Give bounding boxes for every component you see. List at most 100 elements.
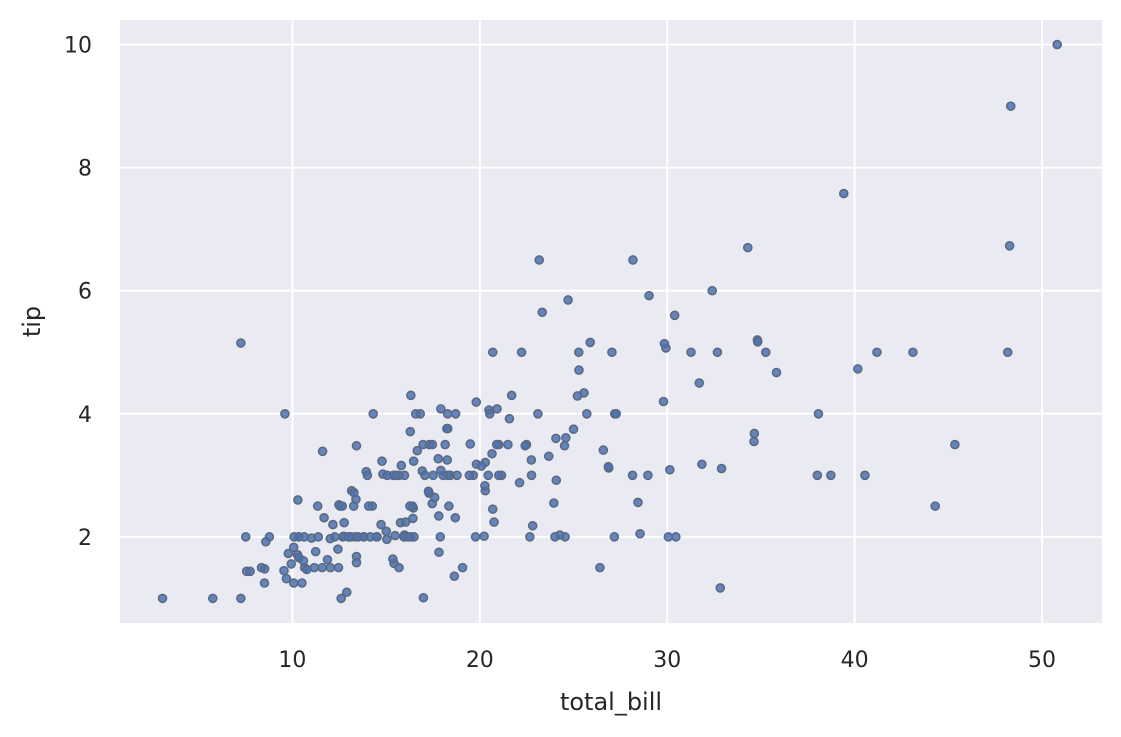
data-point — [382, 534, 392, 545]
x-tick-label: 30 — [653, 648, 681, 673]
data-point — [504, 413, 515, 424]
x-axis-label: total_bill — [560, 688, 662, 716]
data-point — [236, 593, 246, 604]
data-point — [391, 470, 401, 481]
data-point — [749, 428, 760, 439]
data-point — [288, 542, 299, 553]
data-point — [390, 530, 400, 541]
data-point — [480, 480, 490, 491]
data-point — [716, 463, 727, 474]
data-point — [317, 562, 328, 573]
data-point — [442, 408, 453, 419]
data-point — [408, 513, 418, 524]
data-point — [551, 475, 562, 486]
data-point — [420, 470, 430, 481]
data-point — [585, 337, 595, 348]
data-point — [464, 470, 475, 481]
watermark-text: 知乎 @pythonic生物人 — [752, 673, 1039, 704]
y-tick-label: 10 — [64, 34, 92, 59]
x-tick-label: 40 — [841, 648, 869, 673]
data-point — [476, 461, 487, 471]
data-point — [872, 347, 882, 358]
data-point — [157, 593, 168, 604]
data-point — [686, 347, 696, 358]
data-point — [669, 310, 680, 321]
data-point — [436, 465, 446, 476]
data-point — [697, 459, 707, 470]
data-point — [465, 439, 476, 449]
data-point — [526, 470, 537, 481]
data-points — [157, 39, 1063, 604]
data-point — [568, 424, 579, 434]
data-point — [283, 548, 294, 559]
data-point — [549, 498, 559, 508]
data-point — [433, 453, 444, 464]
data-point — [603, 461, 614, 472]
x-tick-label: 20 — [466, 648, 494, 673]
data-point — [363, 501, 374, 511]
y-tick-label: 4 — [78, 403, 92, 428]
data-point — [325, 562, 336, 573]
data-point — [400, 517, 411, 527]
data-point — [245, 566, 255, 577]
data-point — [715, 583, 726, 593]
data-point — [449, 571, 460, 582]
data-point — [595, 562, 605, 573]
data-point — [381, 526, 392, 537]
data-point — [333, 562, 344, 573]
data-point — [434, 547, 444, 558]
data-point — [440, 439, 450, 450]
data-point — [322, 554, 333, 565]
data-point — [442, 423, 452, 434]
data-point — [405, 501, 415, 511]
data-point — [418, 592, 429, 603]
data-point — [310, 546, 321, 557]
data-point — [362, 470, 373, 481]
data-point — [838, 188, 849, 199]
data-point — [663, 532, 674, 542]
data-point — [574, 365, 584, 375]
data-point — [261, 536, 271, 547]
data-point — [371, 532, 382, 542]
data-point — [812, 470, 823, 481]
data-point — [351, 440, 362, 451]
y-tick-labels: 2 4 6 8 10 — [64, 34, 92, 551]
data-point — [377, 456, 387, 466]
data-point — [611, 408, 622, 419]
data-point — [351, 557, 362, 568]
data-point — [319, 512, 329, 523]
plot-background — [120, 20, 1102, 623]
data-point — [506, 390, 517, 401]
data-point — [527, 520, 538, 531]
data-point — [520, 440, 530, 451]
data-point — [487, 504, 498, 514]
data-point — [550, 532, 560, 542]
data-point — [694, 378, 705, 388]
data-point — [281, 573, 292, 584]
data-point — [516, 347, 527, 358]
data-point — [908, 347, 918, 358]
data-point — [526, 455, 537, 465]
data-point — [484, 408, 495, 419]
y-tick-label: 2 — [78, 526, 92, 551]
data-point — [444, 501, 454, 511]
data-point — [627, 470, 638, 481]
data-point — [412, 445, 423, 456]
data-point — [607, 347, 617, 358]
data-point — [563, 295, 573, 305]
data-point — [368, 408, 378, 419]
data-point — [643, 470, 653, 481]
data-point — [525, 532, 535, 542]
data-point — [436, 404, 446, 414]
data-point — [561, 432, 571, 443]
data-point — [771, 367, 782, 378]
data-point — [349, 487, 359, 498]
data-point — [353, 532, 363, 542]
data-point — [313, 532, 324, 542]
data-point — [343, 532, 354, 542]
data-point — [628, 255, 638, 265]
data-point — [1005, 101, 1016, 111]
y-tick-label: 6 — [78, 280, 92, 305]
x-tick-labels: 10 20 30 40 50 — [278, 648, 1056, 673]
